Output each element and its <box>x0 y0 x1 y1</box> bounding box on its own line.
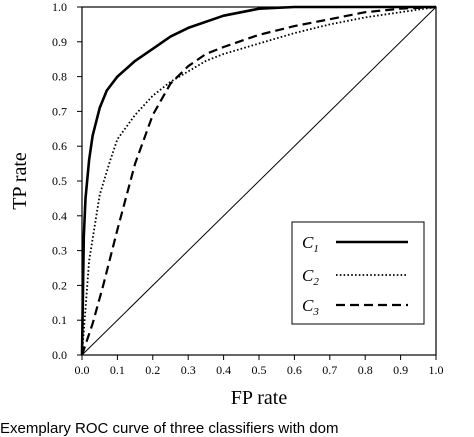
x-tick-label: 0.5 <box>252 363 267 377</box>
x-axis-label: FP rate <box>231 387 288 409</box>
y-axis-ticks: 0.0 0.1 0.2 0.3 0.4 0.5 0.6 0.7 0.8 0.9 1.0 <box>52 0 82 362</box>
x-tick-label: 0.9 <box>393 363 408 377</box>
legend-items: C1 C2 C3 <box>302 233 408 318</box>
x-tick-label: 0.1 <box>110 363 125 377</box>
x-tick-label: 0.6 <box>287 363 302 377</box>
y-tick-label: 0.5 <box>52 174 67 188</box>
y-tick-label: 1.0 <box>52 0 67 14</box>
legend-label-c2: C2 <box>302 266 319 288</box>
x-tick-label: 0.7 <box>322 363 337 377</box>
x-tick-label: 0.3 <box>181 363 196 377</box>
y-tick-label: 0.9 <box>52 35 67 49</box>
legend-box <box>291 221 425 325</box>
y-tick-label: 0.1 <box>52 313 67 327</box>
x-tick-label: 0.4 <box>216 363 231 377</box>
y-tick-label: 0.6 <box>52 139 67 153</box>
x-tick-label: 1.0 <box>429 363 444 377</box>
x-tick-label: 0.8 <box>358 363 373 377</box>
y-tick-label: 0.2 <box>52 278 67 292</box>
roc-chart: 0.0 0.1 0.2 0.3 0.4 0.5 0.6 0.7 0.8 0.9 1.0 0.0 0.1… <box>9 0 444 409</box>
legend-label-c1: C1 <box>302 233 319 255</box>
x-tick-label: 0.2 <box>145 363 160 377</box>
y-axis-label: TP rate <box>9 152 31 210</box>
y-tick-label: 0.0 <box>52 348 67 362</box>
legend: C1 C2 C3 <box>291 221 425 325</box>
reference-diagonal-line <box>81 6 437 356</box>
y-tick-label: 0.4 <box>52 209 67 223</box>
series-line-c3 <box>80 5 437 356</box>
legend-label-c3: C3 <box>302 296 319 318</box>
figure-caption: Exemplary ROC curve of three classifiers… <box>0 420 339 437</box>
y-tick-label: 0.7 <box>52 104 67 118</box>
y-tick-label: 0.8 <box>52 70 67 84</box>
y-tick-label: 0.3 <box>52 244 67 258</box>
x-axis-ticks: 0.0 0.1 0.2 0.3 0.4 0.5 0.6 0.7 0.8 0.9 1.0 <box>75 355 444 377</box>
x-tick-label: 0.0 <box>75 363 90 377</box>
series-line-c1 <box>80 5 436 356</box>
series-group <box>80 5 437 356</box>
